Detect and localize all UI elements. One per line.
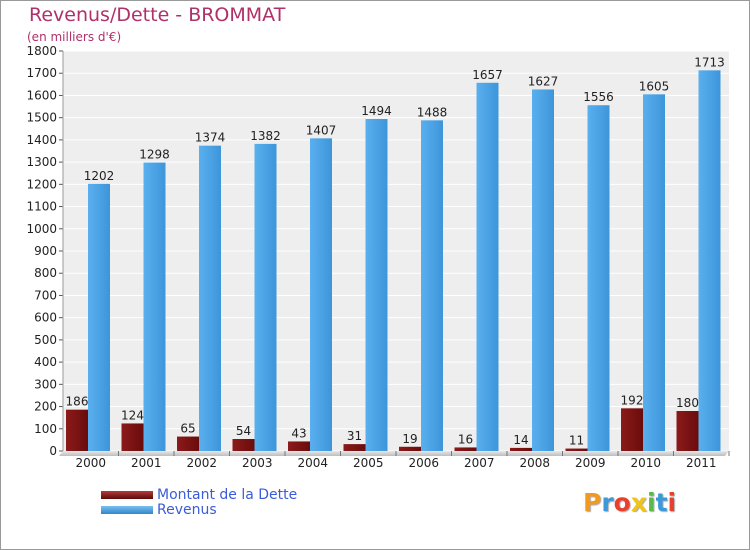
data-label-dette: 54 xyxy=(236,424,251,438)
logo-letter: t xyxy=(655,488,668,517)
bar-revenus xyxy=(310,138,332,452)
y-tick-label: 1600 xyxy=(26,88,57,102)
logo-letter: x xyxy=(630,488,647,517)
data-label-revenus: 1494 xyxy=(361,104,392,118)
y-tick-label: 1200 xyxy=(26,177,57,191)
legend-swatch-revenus xyxy=(101,505,153,514)
x-tick-label: 2006 xyxy=(408,456,439,470)
data-label-dette: 65 xyxy=(180,422,195,436)
data-label-revenus: 1202 xyxy=(84,169,115,183)
data-label-dette: 31 xyxy=(347,429,362,443)
y-tick-label: 200 xyxy=(34,400,57,414)
y-tick-label: 300 xyxy=(34,377,57,391)
plot-floor xyxy=(59,451,729,456)
y-tick-label: 100 xyxy=(34,422,57,436)
bar-revenus xyxy=(476,82,499,452)
x-tick-label: 2002 xyxy=(186,456,217,470)
x-tick-label: 2004 xyxy=(297,456,328,470)
y-tick-label: 400 xyxy=(34,355,57,369)
bar-dette xyxy=(66,409,88,451)
data-label-dette: 19 xyxy=(402,432,417,446)
legend-item-dette: Montant de la Dette xyxy=(101,486,298,503)
legend: Montant de la Dette Revenus xyxy=(101,486,298,518)
x-tick-label: 2007 xyxy=(464,456,495,470)
data-label-revenus: 1407 xyxy=(306,123,337,137)
bar-dette xyxy=(232,439,255,451)
y-tick-label: 900 xyxy=(34,244,57,258)
data-label-revenus: 1556 xyxy=(583,90,614,104)
data-label-dette: 14 xyxy=(513,433,528,447)
y-tick-label: 1300 xyxy=(26,155,57,169)
y-tick-label: 800 xyxy=(34,266,57,280)
bar-revenus xyxy=(365,119,388,451)
bar-dette xyxy=(565,448,588,451)
bar-dette xyxy=(399,446,421,451)
y-tick-label: 1100 xyxy=(26,200,57,214)
legend-label-dette: Montant de la Dette xyxy=(157,486,298,503)
bar-revenus xyxy=(421,120,443,451)
x-tick-label: 2001 xyxy=(131,456,162,470)
y-tick-label: 1400 xyxy=(26,133,57,147)
data-label-dette: 180 xyxy=(676,396,699,410)
y-tick-label: 0 xyxy=(49,444,57,458)
logo-letter: P xyxy=(583,488,602,517)
data-label-dette: 43 xyxy=(291,426,306,440)
y-tick-label: 1700 xyxy=(26,66,57,80)
chart-subtitle: (en milliers d'€) xyxy=(27,30,122,44)
bar-revenus xyxy=(698,70,721,451)
data-label-revenus: 1713 xyxy=(694,55,725,69)
legend-swatch-dette xyxy=(101,490,153,499)
bar-dette xyxy=(121,423,144,451)
bar-revenus xyxy=(88,183,110,451)
logo-letter: o xyxy=(613,488,631,517)
bar-dette xyxy=(454,447,477,451)
data-label-dette: 11 xyxy=(569,434,584,448)
logo-letter: i xyxy=(647,488,656,517)
chart-title: Revenus/Dette - BROMMAT xyxy=(29,4,286,26)
legend-item-revenus: Revenus xyxy=(101,501,297,518)
bar-revenus xyxy=(587,105,610,451)
bar-dette xyxy=(621,408,643,451)
y-tick-label: 600 xyxy=(34,311,57,325)
data-label-dette: 186 xyxy=(66,395,89,409)
x-tick-label: 2009 xyxy=(575,456,606,470)
data-label-revenus: 1605 xyxy=(639,79,670,93)
legend-label-revenus: Revenus xyxy=(157,501,217,518)
bar-dette xyxy=(343,444,366,451)
logo-letter: r xyxy=(601,488,614,517)
bar-dette xyxy=(510,447,532,451)
bar-dette xyxy=(676,411,699,451)
bar-revenus xyxy=(254,143,277,451)
data-label-revenus: 1627 xyxy=(528,74,559,88)
bar-revenus xyxy=(643,94,665,451)
x-tick-label: 2010 xyxy=(630,456,661,470)
bar-dette xyxy=(177,436,199,451)
proxiti-logo: Proxiti xyxy=(583,488,676,517)
bar-dette xyxy=(288,441,310,451)
x-tick-label: 2011 xyxy=(686,456,717,470)
logo-letter: i xyxy=(667,488,677,517)
x-tick-label: 2003 xyxy=(242,456,273,470)
data-label-dette: 16 xyxy=(458,432,473,446)
y-tick-label: 500 xyxy=(34,333,57,347)
data-label-revenus: 1488 xyxy=(417,105,448,119)
y-tick-label: 1500 xyxy=(26,111,57,125)
data-label-dette: 124 xyxy=(121,408,144,422)
x-tick-label: 2005 xyxy=(353,456,384,470)
bar-revenus xyxy=(532,89,554,451)
data-label-revenus: 1374 xyxy=(195,131,226,145)
data-label-revenus: 1657 xyxy=(472,68,503,82)
bar-revenus xyxy=(199,145,221,451)
y-tick-label: 1000 xyxy=(26,222,57,236)
bar-revenus xyxy=(143,162,166,452)
y-tick-label: 700 xyxy=(34,288,57,302)
data-label-dette: 192 xyxy=(621,393,644,407)
x-tick-label: 2008 xyxy=(519,456,550,470)
data-label-revenus: 1382 xyxy=(250,129,281,143)
data-label-revenus: 1298 xyxy=(139,148,170,162)
x-tick-label: 2000 xyxy=(75,456,106,470)
y-tick-label: 1800 xyxy=(26,44,57,58)
